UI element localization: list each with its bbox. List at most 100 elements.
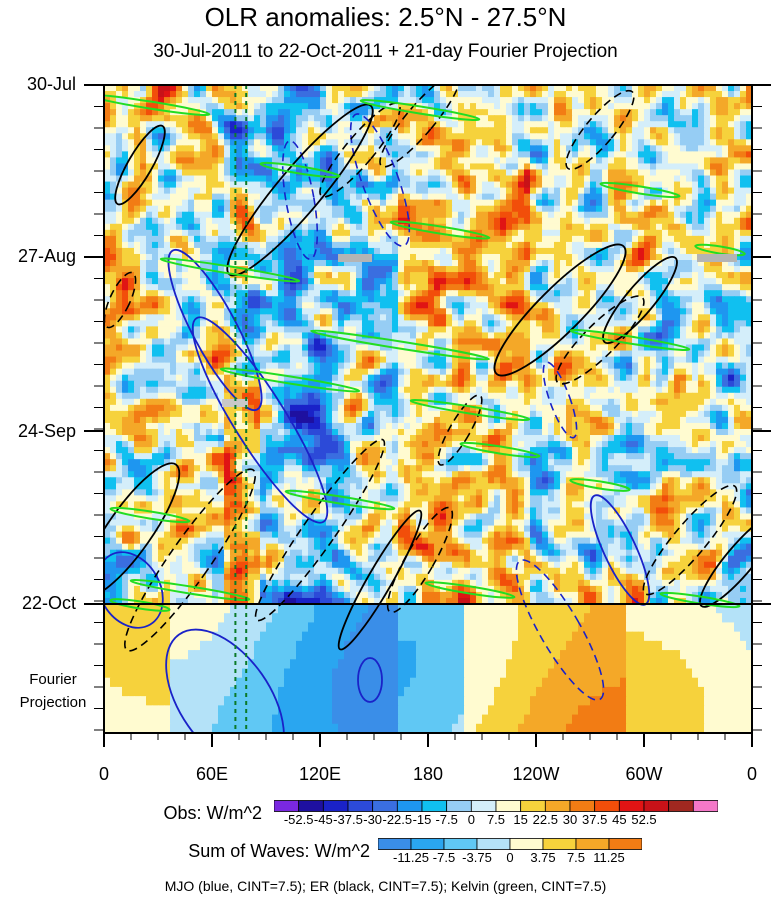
x-tick-label-120e: 120E bbox=[298, 764, 342, 784]
y-tick-label-30jul: 30-Jul bbox=[26, 74, 76, 94]
colorbar-box bbox=[692, 800, 718, 812]
colorbar-box bbox=[608, 838, 642, 850]
colorbar-tick-label: -37.5 bbox=[333, 812, 363, 827]
colorbar-tick-label: -7.5 bbox=[435, 812, 458, 827]
y-tick-label-27aug: 27-Aug bbox=[17, 246, 76, 266]
x-tick-label-0-end: 0 bbox=[746, 764, 757, 784]
contour bbox=[493, 243, 627, 377]
x-tick-label-60e: 60E bbox=[195, 764, 229, 784]
colorbar-box bbox=[594, 800, 620, 812]
olr-anomaly-field bbox=[104, 85, 752, 733]
colorbar-box bbox=[446, 800, 472, 812]
contour bbox=[599, 181, 681, 199]
colorbar-box bbox=[443, 838, 478, 850]
x-tick-label-120w: 120W bbox=[512, 764, 560, 784]
contour bbox=[109, 506, 191, 524]
colorbar-tick-label: 30 bbox=[562, 812, 578, 827]
y-tick-label-24sep: 24-Sep bbox=[17, 421, 76, 441]
colorbar-tick-label: 22.5 bbox=[532, 812, 558, 827]
contour bbox=[569, 328, 691, 352]
contour bbox=[109, 598, 171, 612]
contour bbox=[349, 113, 411, 247]
contour bbox=[129, 578, 251, 602]
y-tick-label-22oct: 22-Oct bbox=[21, 593, 76, 613]
contour bbox=[259, 161, 341, 179]
colorbar-box bbox=[542, 838, 577, 850]
missing-data bbox=[338, 254, 372, 262]
contour bbox=[284, 489, 396, 511]
wave-contours bbox=[104, 85, 752, 733]
sum-colorbar-label: Sum of Waves: W/m^2 bbox=[188, 841, 370, 861]
contour bbox=[409, 398, 531, 422]
chart-subtitle: 30-Jul-2011 to 22-Oct-2011 + 21-day Four… bbox=[153, 41, 618, 62]
contour bbox=[219, 367, 361, 393]
colorbar-box bbox=[274, 800, 300, 812]
colorbar-tick-label: 45 bbox=[612, 812, 627, 827]
contour bbox=[699, 512, 752, 608]
fourier-projection-label: Fourier Projection bbox=[19, 671, 87, 711]
colorbar-tick-label: -52.5 bbox=[283, 812, 314, 827]
contour bbox=[379, 85, 461, 168]
colorbar-box bbox=[569, 800, 596, 812]
colorbar-tick-label: -22.5 bbox=[382, 812, 413, 827]
colorbar-box bbox=[618, 800, 645, 812]
contour bbox=[459, 441, 541, 459]
colorbar-tick-label: -3.75 bbox=[462, 850, 492, 865]
colorbar-box bbox=[347, 800, 374, 812]
contour bbox=[542, 361, 578, 439]
colorbar-tick-label: 3.75 bbox=[530, 850, 556, 865]
colorbar-tick-label: -7.5 bbox=[432, 850, 456, 865]
contour bbox=[389, 220, 491, 240]
contour bbox=[254, 438, 386, 622]
contour bbox=[337, 509, 423, 651]
colorbar-tick-label: -11.25 bbox=[393, 850, 429, 865]
obs-colorbar-label: Obs: W/m^2 bbox=[163, 803, 262, 823]
contour bbox=[565, 89, 635, 171]
contour bbox=[159, 257, 301, 283]
colorbar-box bbox=[476, 838, 511, 850]
contour bbox=[386, 506, 454, 614]
contour bbox=[555, 295, 645, 385]
contour bbox=[104, 271, 137, 329]
colorbar-box bbox=[298, 800, 324, 812]
contour bbox=[602, 256, 678, 344]
x-tick-label-0: 0 bbox=[98, 764, 109, 784]
contour bbox=[642, 484, 738, 596]
contour bbox=[569, 478, 631, 492]
contour bbox=[694, 243, 746, 257]
plot-frame bbox=[84, 84, 771, 747]
colorbar-box bbox=[643, 800, 670, 812]
colorbar-box bbox=[410, 838, 445, 850]
colorbar-tick-label: 37.5 bbox=[582, 812, 608, 827]
contour bbox=[114, 124, 166, 206]
colorbar-tick-label: 15 bbox=[513, 812, 528, 827]
colorbar-tick-label: 7.5 bbox=[486, 812, 506, 827]
colorbar-box bbox=[575, 838, 610, 850]
contour bbox=[104, 93, 211, 117]
contour bbox=[104, 462, 181, 598]
colorbar-box bbox=[668, 800, 694, 812]
colorbar-tick-label: 11.25 bbox=[593, 850, 625, 865]
contour bbox=[437, 394, 483, 466]
contour bbox=[281, 140, 319, 260]
colorbar-box bbox=[544, 800, 571, 812]
colorbar-box bbox=[322, 800, 349, 812]
x-tick-label-60w: 60W bbox=[625, 764, 663, 784]
obs-colorbar-ticks: -52.5 -45 -37.5 -30 -22.5 -15 -7.5 0 7.5 15 22.5 30… bbox=[0, 812, 771, 832]
colorbar-tick-label: 52.5 bbox=[631, 812, 657, 827]
contour bbox=[319, 102, 401, 198]
colorbar-tick-label: -30 bbox=[363, 812, 383, 827]
colorbar-tick-label: -45 bbox=[313, 812, 333, 827]
colorbar-box bbox=[421, 800, 448, 812]
contour bbox=[165, 628, 285, 733]
colorbar-box bbox=[396, 800, 423, 812]
colorbar-box bbox=[520, 800, 546, 812]
obs-colorbar bbox=[274, 800, 718, 812]
colorbar-tick-label: 0 bbox=[506, 850, 514, 865]
contour bbox=[359, 98, 481, 122]
sum-colorbar-ticks: -11.25 -7.5 -3.75 0 3.75 7.5 11.25 bbox=[0, 850, 771, 870]
contour bbox=[310, 329, 490, 361]
contour bbox=[124, 468, 256, 652]
colorbar-box bbox=[470, 800, 497, 812]
